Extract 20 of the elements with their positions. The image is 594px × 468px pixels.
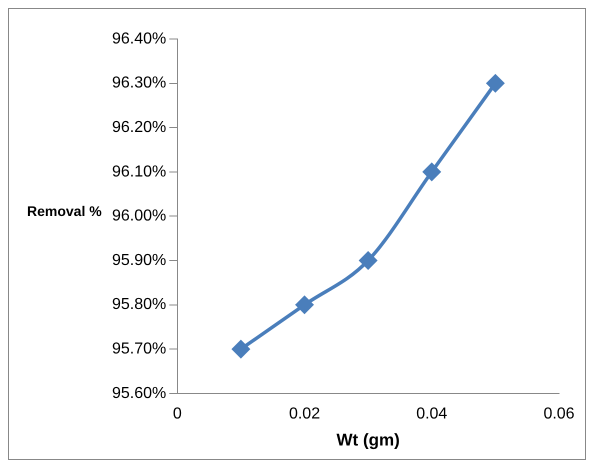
y-tick-label: 96.00% xyxy=(112,208,166,225)
y-tick-label: 96.30% xyxy=(112,74,166,92)
x-tick-label: 0.04 xyxy=(416,405,448,422)
y-tick-label: 96.40% xyxy=(112,30,166,48)
x-tick-label: 0.02 xyxy=(288,405,320,422)
y-tick-label: 95.60% xyxy=(112,384,166,402)
x-tick-label: 0.06 xyxy=(543,405,575,422)
y-tick-label: 96.20% xyxy=(112,119,166,136)
point xyxy=(296,296,314,314)
y-tick-label: 95.70% xyxy=(112,340,166,358)
x-axis-title: Wt (gm) xyxy=(336,430,400,450)
point xyxy=(359,252,377,270)
y-tick-label: 95.80% xyxy=(112,296,166,314)
y-tick-label: 96.10% xyxy=(112,163,166,180)
point xyxy=(423,163,441,181)
y-tick-label: 95.90% xyxy=(112,252,166,269)
point xyxy=(232,340,250,358)
x-tick-label: 0 xyxy=(172,405,182,422)
y-axis-title: Removal % xyxy=(27,203,102,220)
point xyxy=(486,74,504,92)
